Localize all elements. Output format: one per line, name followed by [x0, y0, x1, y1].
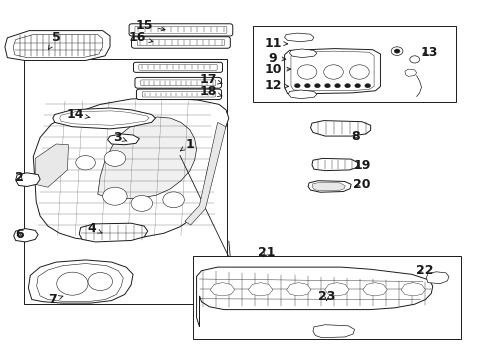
- Polygon shape: [5, 31, 110, 60]
- Circle shape: [409, 56, 419, 63]
- Polygon shape: [324, 283, 348, 296]
- FancyBboxPatch shape: [139, 64, 217, 70]
- Text: 6: 6: [15, 228, 24, 241]
- Circle shape: [390, 47, 402, 55]
- Text: 23: 23: [317, 291, 335, 303]
- Polygon shape: [284, 49, 380, 94]
- Circle shape: [294, 84, 300, 88]
- Bar: [253, 26, 455, 102]
- Circle shape: [163, 192, 184, 208]
- Circle shape: [349, 65, 368, 79]
- Circle shape: [297, 65, 316, 79]
- Polygon shape: [16, 173, 40, 186]
- Text: 3: 3: [113, 131, 127, 144]
- FancyBboxPatch shape: [129, 24, 232, 36]
- Polygon shape: [288, 90, 316, 99]
- Polygon shape: [107, 134, 139, 145]
- Text: 15: 15: [135, 19, 165, 32]
- Circle shape: [131, 195, 152, 211]
- Polygon shape: [184, 122, 225, 225]
- FancyBboxPatch shape: [142, 91, 215, 97]
- Text: 18: 18: [199, 85, 222, 98]
- Polygon shape: [210, 283, 234, 296]
- Text: 4: 4: [87, 222, 102, 235]
- Polygon shape: [53, 108, 155, 129]
- Polygon shape: [311, 158, 357, 171]
- Polygon shape: [310, 121, 370, 136]
- Circle shape: [88, 273, 112, 291]
- Circle shape: [354, 84, 360, 88]
- Polygon shape: [426, 272, 448, 284]
- FancyBboxPatch shape: [135, 77, 221, 88]
- Circle shape: [334, 84, 340, 88]
- Polygon shape: [404, 69, 416, 76]
- Circle shape: [364, 84, 370, 88]
- Polygon shape: [286, 283, 310, 296]
- Circle shape: [102, 187, 127, 205]
- Polygon shape: [248, 283, 272, 296]
- Text: 11: 11: [264, 37, 287, 50]
- Circle shape: [314, 84, 320, 88]
- FancyBboxPatch shape: [137, 39, 224, 46]
- Polygon shape: [13, 35, 102, 58]
- Text: 8: 8: [351, 130, 360, 143]
- Polygon shape: [79, 223, 147, 242]
- FancyBboxPatch shape: [135, 26, 226, 33]
- Circle shape: [393, 49, 399, 53]
- Polygon shape: [289, 49, 316, 58]
- Text: 9: 9: [268, 52, 285, 65]
- Text: 5: 5: [48, 31, 61, 49]
- Text: 13: 13: [420, 46, 437, 59]
- Text: 16: 16: [128, 31, 153, 44]
- FancyBboxPatch shape: [136, 89, 221, 99]
- Text: 19: 19: [352, 159, 370, 172]
- FancyBboxPatch shape: [133, 62, 222, 72]
- Circle shape: [76, 156, 95, 170]
- Polygon shape: [284, 33, 313, 42]
- Polygon shape: [98, 117, 196, 199]
- Polygon shape: [37, 264, 123, 302]
- Text: 7: 7: [48, 293, 63, 306]
- Text: 10: 10: [264, 63, 290, 76]
- FancyBboxPatch shape: [131, 37, 230, 48]
- Circle shape: [104, 150, 125, 166]
- Polygon shape: [307, 181, 350, 192]
- Polygon shape: [14, 229, 38, 242]
- Polygon shape: [312, 325, 354, 338]
- Polygon shape: [35, 144, 68, 187]
- Text: 22: 22: [415, 264, 432, 277]
- Circle shape: [304, 84, 310, 88]
- Text: 12: 12: [264, 79, 288, 92]
- Text: 21: 21: [257, 246, 275, 259]
- Polygon shape: [311, 182, 345, 191]
- Polygon shape: [196, 267, 432, 327]
- Bar: [193, 256, 460, 339]
- Polygon shape: [33, 98, 228, 240]
- Circle shape: [57, 272, 88, 295]
- Polygon shape: [28, 260, 133, 303]
- FancyBboxPatch shape: [141, 80, 215, 86]
- Text: 14: 14: [67, 108, 90, 121]
- Polygon shape: [362, 283, 386, 296]
- Circle shape: [323, 65, 343, 79]
- Polygon shape: [290, 51, 373, 91]
- Text: 1: 1: [180, 138, 194, 151]
- Circle shape: [324, 84, 330, 88]
- Polygon shape: [60, 111, 149, 125]
- Polygon shape: [400, 283, 425, 296]
- Text: 17: 17: [199, 73, 222, 86]
- Text: 20: 20: [352, 178, 370, 191]
- Text: 2: 2: [15, 171, 24, 184]
- Circle shape: [344, 84, 350, 88]
- Bar: [24, 59, 227, 304]
